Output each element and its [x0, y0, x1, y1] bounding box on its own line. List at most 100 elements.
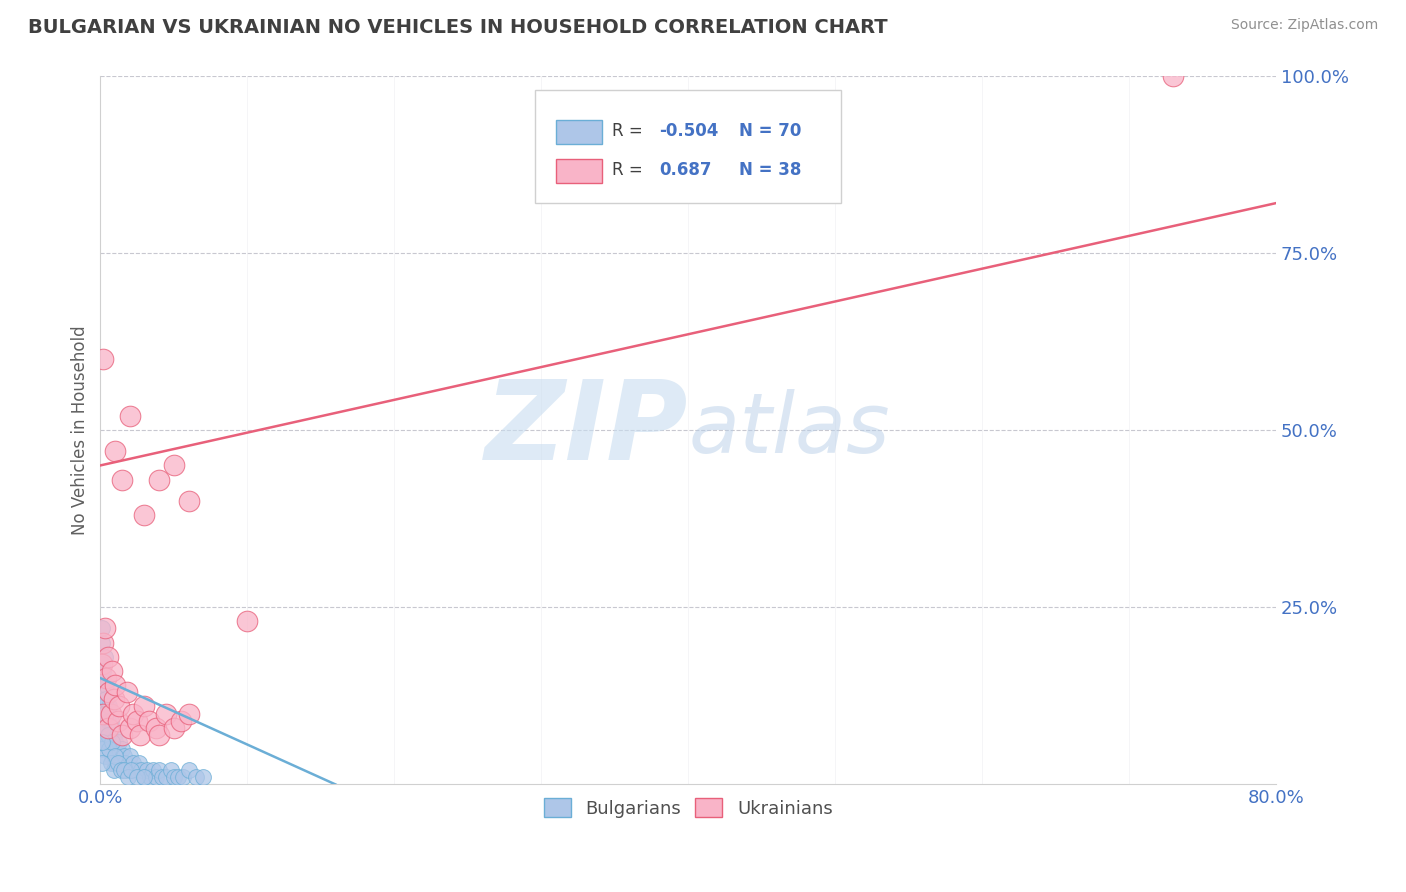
- Point: [155, 706, 177, 721]
- Point: [105, 742, 128, 756]
- Point: [138, 714, 160, 728]
- Point: [193, 770, 215, 784]
- Point: [134, 770, 156, 784]
- Text: -0.504: -0.504: [659, 122, 718, 140]
- Point: [145, 721, 167, 735]
- Point: [100, 756, 122, 771]
- Point: [110, 756, 132, 771]
- Point: [100, 742, 122, 756]
- Point: [163, 770, 186, 784]
- Point: [97, 721, 120, 735]
- Point: [134, 770, 156, 784]
- Point: [96, 671, 118, 685]
- Point: [97, 728, 120, 742]
- Point: [101, 721, 124, 735]
- Point: [167, 770, 190, 784]
- Point: [91, 664, 114, 678]
- Point: [90, 657, 112, 671]
- Point: [96, 692, 118, 706]
- Point: [97, 714, 120, 728]
- Point: [148, 473, 170, 487]
- Text: N = 70: N = 70: [738, 122, 801, 140]
- Point: [129, 728, 152, 742]
- Point: [136, 764, 159, 778]
- Point: [108, 735, 131, 749]
- Point: [163, 721, 186, 735]
- Point: [155, 770, 177, 784]
- Point: [117, 770, 139, 784]
- Point: [115, 764, 138, 778]
- Point: [90, 622, 112, 636]
- Point: [172, 770, 194, 784]
- FancyBboxPatch shape: [557, 159, 602, 183]
- Point: [160, 764, 183, 778]
- Point: [98, 742, 121, 756]
- Point: [184, 770, 207, 784]
- Point: [94, 692, 117, 706]
- Point: [177, 764, 200, 778]
- Point: [131, 764, 153, 778]
- Point: [103, 764, 125, 778]
- Legend: Bulgarians, Ukrainians: Bulgarians, Ukrainians: [537, 791, 839, 825]
- Point: [97, 649, 120, 664]
- Point: [114, 756, 136, 771]
- Point: [177, 706, 200, 721]
- Point: [96, 678, 118, 692]
- Text: 0.687: 0.687: [659, 161, 711, 178]
- Point: [94, 706, 117, 721]
- Point: [170, 714, 193, 728]
- Point: [94, 622, 117, 636]
- Point: [121, 706, 143, 721]
- Point: [98, 728, 121, 742]
- Point: [111, 473, 134, 487]
- Point: [148, 728, 170, 742]
- Point: [124, 764, 146, 778]
- Point: [107, 749, 129, 764]
- Point: [91, 685, 114, 699]
- Point: [90, 635, 112, 649]
- Point: [163, 458, 186, 473]
- Point: [118, 749, 141, 764]
- Point: [104, 756, 127, 771]
- Point: [107, 756, 129, 771]
- Point: [90, 756, 112, 771]
- Point: [91, 352, 114, 367]
- Point: [121, 756, 143, 771]
- Point: [142, 764, 165, 778]
- Y-axis label: No Vehicles in Household: No Vehicles in Household: [72, 326, 89, 535]
- Point: [118, 721, 141, 735]
- Point: [145, 770, 167, 784]
- Point: [107, 714, 129, 728]
- Point: [134, 699, 156, 714]
- Point: [127, 714, 149, 728]
- Point: [104, 735, 127, 749]
- Point: [104, 444, 127, 458]
- Point: [110, 764, 132, 778]
- Point: [98, 685, 121, 699]
- Point: [91, 706, 114, 721]
- Text: Source: ZipAtlas.com: Source: ZipAtlas.com: [1230, 18, 1378, 32]
- Point: [91, 706, 114, 721]
- Point: [177, 494, 200, 508]
- Point: [100, 714, 122, 728]
- Point: [1161, 69, 1184, 83]
- Text: BULGARIAN VS UKRAINIAN NO VEHICLES IN HOUSEHOLD CORRELATION CHART: BULGARIAN VS UKRAINIAN NO VEHICLES IN HO…: [28, 18, 887, 37]
- Point: [103, 692, 125, 706]
- Point: [118, 409, 141, 423]
- Point: [134, 508, 156, 522]
- Point: [100, 706, 122, 721]
- Text: ZIP: ZIP: [485, 376, 688, 483]
- Point: [148, 764, 170, 778]
- Point: [96, 721, 118, 735]
- Point: [150, 770, 173, 784]
- Point: [236, 615, 259, 629]
- Point: [101, 749, 124, 764]
- Text: R =: R =: [612, 122, 643, 140]
- Point: [91, 721, 114, 735]
- Point: [120, 764, 142, 778]
- Point: [101, 735, 124, 749]
- FancyBboxPatch shape: [536, 90, 841, 203]
- Point: [108, 699, 131, 714]
- Point: [111, 742, 134, 756]
- Point: [112, 749, 135, 764]
